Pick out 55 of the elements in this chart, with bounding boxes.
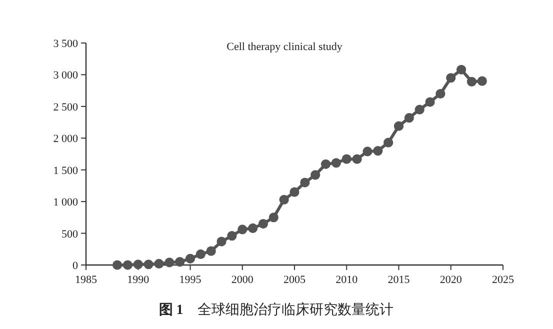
x-tick-label: 2005 [284, 274, 306, 286]
point [175, 257, 185, 267]
y-tick-label: 2 500 [53, 101, 78, 114]
point [258, 218, 268, 229]
point [144, 260, 154, 270]
point [268, 212, 278, 222]
point [466, 76, 477, 86]
point [477, 76, 487, 86]
point [362, 146, 372, 156]
point [384, 138, 394, 148]
x-tick-label: 2020 [440, 274, 462, 286]
x-tick-label: 1985 [75, 274, 98, 286]
point [320, 159, 331, 169]
point [164, 258, 174, 268]
point [112, 260, 122, 270]
x-tick-label: 2025 [492, 274, 514, 286]
y-tick-label: 3 500 [53, 38, 78, 50]
point [342, 154, 352, 164]
point [425, 97, 435, 107]
point [290, 187, 300, 197]
y-tick-label: 2 000 [53, 133, 78, 146]
point [133, 260, 143, 270]
chart-title: Cell therapy clinical study [226, 41, 343, 53]
point [300, 178, 310, 188]
y-tick-label: 500 [62, 228, 78, 240]
x-tick-label: 2000 [231, 274, 254, 286]
text: 图 1 全球细胞治疗临床研究数量统计 [158, 302, 394, 318]
x-tick-label: 1990 [127, 274, 150, 286]
point [196, 249, 206, 260]
point [310, 170, 320, 180]
point [216, 236, 226, 246]
point [352, 154, 362, 164]
point [436, 88, 446, 99]
point [185, 254, 196, 264]
y-tick-label: 1 000 [53, 196, 78, 209]
y-tick-label: 0 [72, 260, 78, 272]
point [414, 104, 424, 114]
point [238, 224, 248, 234]
x-tick-label: 1995 [179, 274, 202, 286]
point [404, 113, 414, 123]
point [331, 158, 341, 168]
x-tick-label: 2015 [388, 274, 410, 286]
point [248, 223, 258, 234]
point [227, 231, 237, 241]
point [279, 194, 289, 204]
point [154, 258, 164, 269]
point [373, 146, 383, 156]
point [446, 73, 456, 83]
point [122, 260, 132, 270]
y-tick-label: 1 500 [53, 164, 78, 177]
point [394, 121, 404, 131]
y-tick-label: 3 000 [53, 70, 78, 82]
point [206, 246, 216, 256]
x-tick-label: 2010 [336, 274, 358, 286]
point [456, 64, 466, 74]
